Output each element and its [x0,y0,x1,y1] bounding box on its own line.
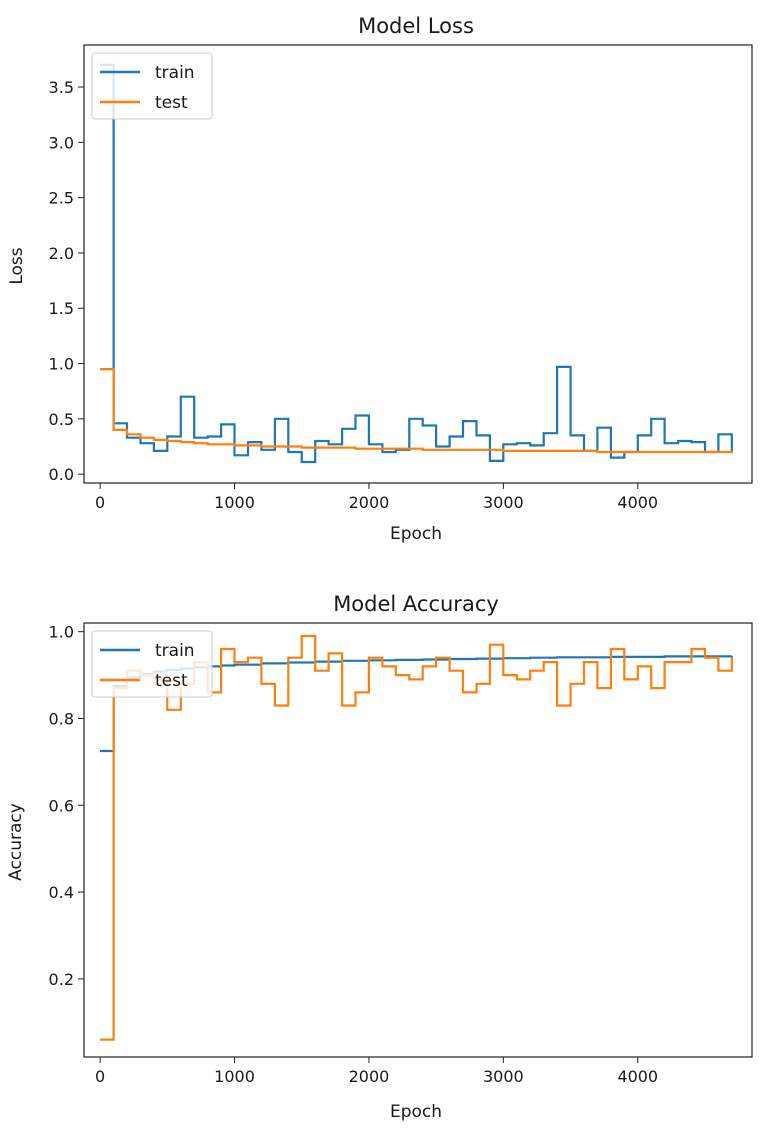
loss-y-axis-label: Loss [7,247,27,284]
loss-y-tick-label: 2.5 [49,189,74,208]
accuracy-x-tick-label: 2000 [349,1067,390,1086]
accuracy-legend: train test [91,630,213,698]
loss-y-tick-label: 1.5 [49,299,74,318]
accuracy-y-tick-label: 1.0 [49,623,74,642]
loss-x-tick-label: 2000 [349,493,390,512]
loss-legend-train-label: train [155,63,195,83]
accuracy-x-axis-label: Epoch [390,1102,442,1122]
accuracy-y-tick-label: 0.8 [49,709,74,728]
accuracy-ticks-layer: 0 1000 2000 3000 4000 0.2 0.4 0.6 0.8 1.0 [49,623,659,1086]
loss-ticks-layer: 0 1000 2000 3000 4000 0.0 0.5 1.0 1.5 2.0 2.5 3.0 3.… [49,78,659,512]
loss-x-tick-label: 3000 [483,493,524,512]
loss-series-layer [100,63,733,464]
accuracy-y-tick-label: 0.2 [49,970,74,989]
accuracy-plot-frame [83,622,753,1058]
loss-y-tick-label: 2.0 [49,244,74,263]
loss-x-axis-label: Epoch [390,524,442,544]
accuracy-x-tick-label: 0 [95,1067,105,1086]
loss-y-tick-label: 3.5 [49,78,74,97]
loss-y-tick-label: 1.0 [49,355,74,374]
loss-plot-frame [83,44,753,484]
accuracy-y-axis-label: Accuracy [6,803,26,881]
loss-y-tick-label: 3.0 [49,133,74,152]
loss-y-tick-label: 0.0 [49,465,74,484]
loss-series-test [100,368,733,454]
accuracy-y-tick-label: 0.4 [49,883,74,902]
accuracy-x-tick-label: 1000 [214,1067,255,1086]
loss-chart-title: Model Loss [358,14,474,38]
accuracy-chart: Model Accuracy 0 1000 2000 3000 4000 0.2 0.4 0.… [6,592,753,1122]
loss-x-tick-label: 0 [95,493,105,512]
loss-x-tick-label: 1000 [214,493,255,512]
loss-legend: train test [91,52,213,120]
loss-y-tick-label: 0.5 [49,410,74,429]
accuracy-legend-train-label: train [155,641,195,661]
accuracy-y-tick-label: 0.6 [49,796,74,815]
accuracy-x-tick-label: 4000 [617,1067,658,1086]
accuracy-x-tick-label: 3000 [483,1067,524,1086]
accuracy-chart-title: Model Accuracy [333,592,499,616]
accuracy-legend-test-label: test [155,671,188,691]
loss-chart: Model Loss 0 1000 2000 3000 4000 0.0 0.5 1.0 1.5… [7,14,753,544]
loss-legend-test-label: test [155,93,188,113]
loss-x-tick-label: 4000 [617,493,658,512]
